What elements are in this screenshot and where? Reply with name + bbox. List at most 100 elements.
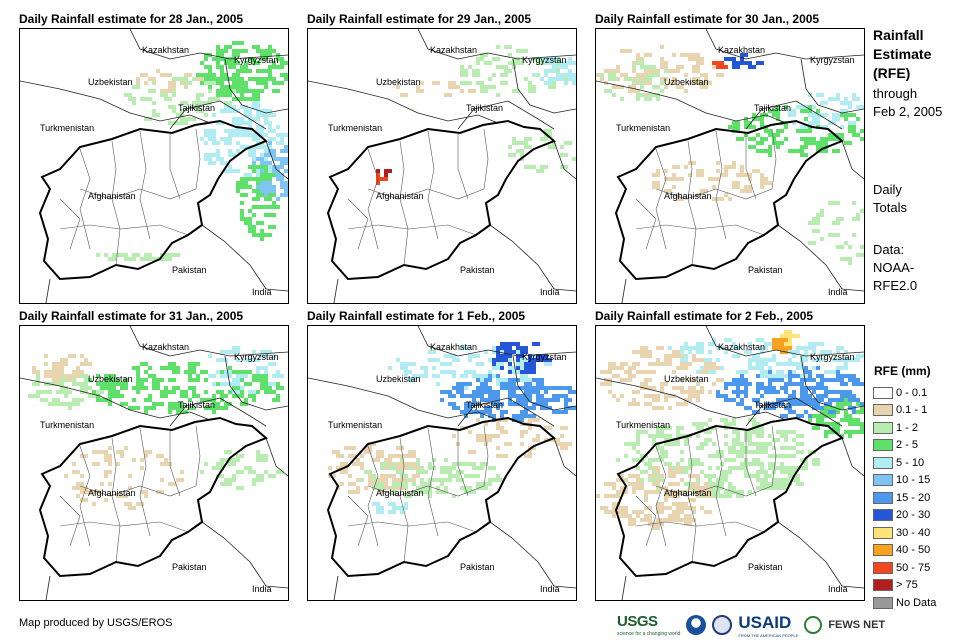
province-boundary bbox=[195, 128, 201, 190]
country-boundary bbox=[745, 100, 843, 130]
country-boundary bbox=[20, 377, 211, 421]
place-label-afghanistan: Afghanistan bbox=[88, 488, 136, 498]
legend-item: 30 - 40 bbox=[873, 524, 936, 542]
legend-label: 10 - 15 bbox=[896, 474, 931, 487]
usgs-logo: USGS science for a changing world bbox=[617, 613, 680, 637]
legend-label: 2 - 5 bbox=[896, 439, 919, 452]
rainfall-map bbox=[20, 29, 288, 303]
province-boundary bbox=[347, 521, 477, 533]
map-frame: Kazakhstan Kyrgyzstan Uzbekistan Tajikistan… bbox=[307, 325, 577, 601]
afghanistan-border bbox=[38, 416, 268, 578]
country-boundary bbox=[129, 326, 288, 357]
legend-item: 1 - 2 bbox=[873, 419, 936, 437]
country-boundary bbox=[841, 437, 864, 477]
province-boundary bbox=[745, 133, 757, 200]
province-boundary bbox=[771, 425, 777, 487]
sidebar-title-line3: (RFE) bbox=[873, 65, 911, 81]
map-frame: Kazakhstan Kyrgyzstan Uzbekistan Tajikistan… bbox=[19, 28, 289, 304]
legend-item: 10 - 15 bbox=[873, 472, 936, 490]
legend-swatch bbox=[873, 421, 893, 434]
legend-swatch bbox=[873, 474, 893, 487]
place-label-pakistan: Pakistan bbox=[748, 562, 783, 572]
afghanistan-border bbox=[326, 416, 556, 578]
legend-item: 2 - 5 bbox=[873, 437, 936, 455]
map-frame: Kazakhstan Kyrgyzstan Uzbekistan Tajikistan… bbox=[307, 28, 577, 304]
province-boundary bbox=[635, 198, 657, 250]
country-boundary bbox=[417, 29, 576, 60]
rainfall-map-panel-30jan: Daily Rainfall estimate for 30 Jan., 200… bbox=[595, 12, 865, 304]
rainfall-pixels bbox=[376, 45, 576, 185]
place-label-kyrgyzstan: Kyrgyzstan bbox=[810, 55, 855, 65]
map-credit: Map produced by USGS/EROS bbox=[19, 617, 173, 629]
sidebar-title-line1: Rainfall bbox=[873, 27, 924, 43]
legend-swatch bbox=[873, 561, 893, 574]
legend-swatch bbox=[873, 439, 893, 452]
rainfall-pixels bbox=[28, 346, 284, 510]
legend-label: 50 - 75 bbox=[896, 561, 931, 574]
province-boundary bbox=[195, 425, 201, 487]
country-boundary bbox=[800, 355, 864, 411]
legend-swatch bbox=[873, 509, 893, 522]
place-label-uzbekistan: Uzbekistan bbox=[376, 77, 421, 87]
province-boundary bbox=[139, 427, 151, 537]
country-boundary bbox=[841, 140, 864, 180]
province-boundary bbox=[59, 224, 189, 236]
place-label-tajikistan: Tajikistan bbox=[754, 400, 792, 410]
place-label-kazakhstan: Kazakhstan bbox=[430, 342, 478, 352]
province-boundary bbox=[347, 495, 369, 547]
country-boundary bbox=[308, 377, 499, 421]
place-label-india: India bbox=[252, 287, 272, 297]
place-label-uzbekistan: Uzbekistan bbox=[88, 374, 133, 384]
rfe-legend: 0 - 0.1 0.1 - 1 1 - 2 2 - 5 5 - 10 10 - 15 15 … bbox=[873, 384, 936, 612]
province-boundary bbox=[635, 495, 657, 547]
place-label-tajikistan: Tajikistan bbox=[466, 103, 504, 113]
province-boundary bbox=[59, 495, 81, 547]
place-label-afghanistan: Afghanistan bbox=[376, 191, 424, 201]
province-boundary bbox=[483, 128, 489, 190]
place-label-turkmenistan: Turkmenistan bbox=[40, 123, 95, 133]
legend-label: 30 - 40 bbox=[896, 526, 931, 539]
place-label-pakistan: Pakistan bbox=[172, 265, 207, 275]
province-boundary bbox=[427, 130, 439, 240]
province-boundary bbox=[771, 128, 777, 190]
place-label-uzbekistan: Uzbekistan bbox=[664, 374, 709, 384]
place-label-tajikistan: Tajikistan bbox=[754, 103, 792, 113]
rainfall-map-panel-29jan: Daily Rainfall estimate for 29 Jan., 200… bbox=[307, 12, 577, 304]
afghanistan-border bbox=[326, 119, 556, 281]
country-boundary bbox=[457, 100, 555, 130]
province-boundary bbox=[111, 437, 121, 563]
country-boundary bbox=[224, 58, 288, 114]
sidebar-daily-line1: Daily bbox=[873, 182, 902, 197]
legend-swatch bbox=[873, 526, 893, 539]
noaa-logo-icon bbox=[686, 615, 707, 635]
rainfall-pixels bbox=[596, 45, 864, 265]
province-boundary bbox=[715, 130, 727, 240]
place-label-afghanistan: Afghanistan bbox=[88, 191, 136, 201]
place-label-kazakhstan: Kazakhstan bbox=[718, 45, 766, 55]
country-boundary bbox=[512, 355, 576, 411]
map-frame: Kazakhstan Kyrgyzstan Uzbekistan Tajikistan… bbox=[595, 28, 865, 304]
sidebar-daily-line2: Totals bbox=[873, 200, 907, 215]
legend-item: 0.1 - 1 bbox=[873, 402, 936, 420]
panel-title: Daily Rainfall estimate for 31 Jan., 200… bbox=[19, 309, 244, 323]
legend-item: 20 - 30 bbox=[873, 507, 936, 525]
province-boundary bbox=[59, 521, 189, 533]
place-label-india: India bbox=[540, 584, 560, 594]
usgs-logo-text: USGS bbox=[617, 613, 658, 630]
sidebar-data-line3: RFE2.0 bbox=[873, 278, 918, 293]
rainfall-map bbox=[308, 326, 576, 600]
country-boundary bbox=[308, 80, 499, 124]
legend-label: 1 - 2 bbox=[896, 421, 919, 434]
place-label-turkmenistan: Turkmenistan bbox=[616, 123, 671, 133]
legend-swatch bbox=[873, 544, 893, 557]
province-boundary bbox=[79, 148, 91, 250]
country-boundary bbox=[489, 224, 576, 292]
country-boundary bbox=[333, 575, 339, 600]
place-label-uzbekistan: Uzbekistan bbox=[664, 77, 709, 87]
rainfall-map bbox=[308, 29, 576, 303]
place-label-tajikistan: Tajikistan bbox=[466, 400, 504, 410]
map-frame: Kazakhstan Kyrgyzstan Uzbekistan Tajikistan… bbox=[595, 325, 865, 601]
country-boundary bbox=[417, 326, 576, 357]
country-boundary bbox=[45, 575, 51, 600]
province-boundary bbox=[169, 430, 181, 497]
